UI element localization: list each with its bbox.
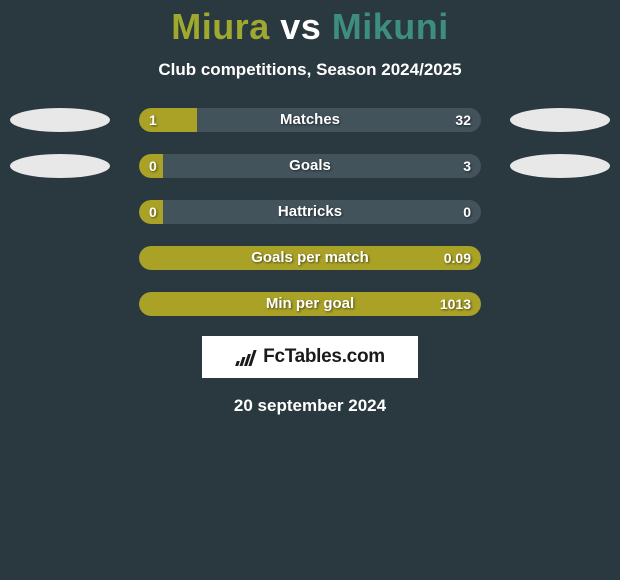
player-marker-right	[510, 108, 610, 132]
title-player-left: Miura	[171, 6, 270, 47]
stat-row: 1Matches32	[0, 108, 620, 132]
stat-value-right: 32	[455, 108, 471, 132]
stat-value-right: 1013	[440, 292, 471, 316]
comparison-card: Miura vs Mikuni Club competitions, Seaso…	[0, 0, 620, 580]
player-marker-right	[510, 154, 610, 178]
stat-value-right: 3	[463, 154, 471, 178]
fctables-logo[interactable]: FcTables.com	[202, 336, 418, 378]
logo-text: FcTables.com	[263, 346, 385, 368]
stat-value-right: 0.09	[444, 246, 471, 270]
player-marker-left	[10, 154, 110, 178]
stat-row: Min per goal1013	[0, 292, 620, 316]
stat-value-right: 0	[463, 200, 471, 224]
player-marker-left	[10, 108, 110, 132]
stat-row: 0Hattricks0	[0, 200, 620, 224]
stat-bar: 0Hattricks0	[139, 200, 481, 224]
stat-row: Goals per match0.09	[0, 246, 620, 270]
stat-rows: 1Matches320Goals30Hattricks0Goals per ma…	[0, 108, 620, 316]
stat-bar: Min per goal1013	[139, 292, 481, 316]
stat-row: 0Goals3	[0, 154, 620, 178]
subtitle: Club competitions, Season 2024/2025	[0, 60, 620, 80]
stat-label: Hattricks	[139, 200, 481, 224]
date-label: 20 september 2024	[0, 396, 620, 416]
title-player-right: Mikuni	[332, 6, 449, 47]
stat-bar: Goals per match0.09	[139, 246, 481, 270]
stat-label: Goals per match	[139, 246, 481, 270]
stat-label: Min per goal	[139, 292, 481, 316]
stat-bar: 1Matches32	[139, 108, 481, 132]
stat-label: Matches	[139, 108, 481, 132]
title-vs: vs	[280, 6, 321, 47]
stat-bar: 0Goals3	[139, 154, 481, 178]
stat-label: Goals	[139, 154, 481, 178]
page-title: Miura vs Mikuni	[0, 0, 620, 48]
chart-bars-icon	[235, 348, 257, 366]
